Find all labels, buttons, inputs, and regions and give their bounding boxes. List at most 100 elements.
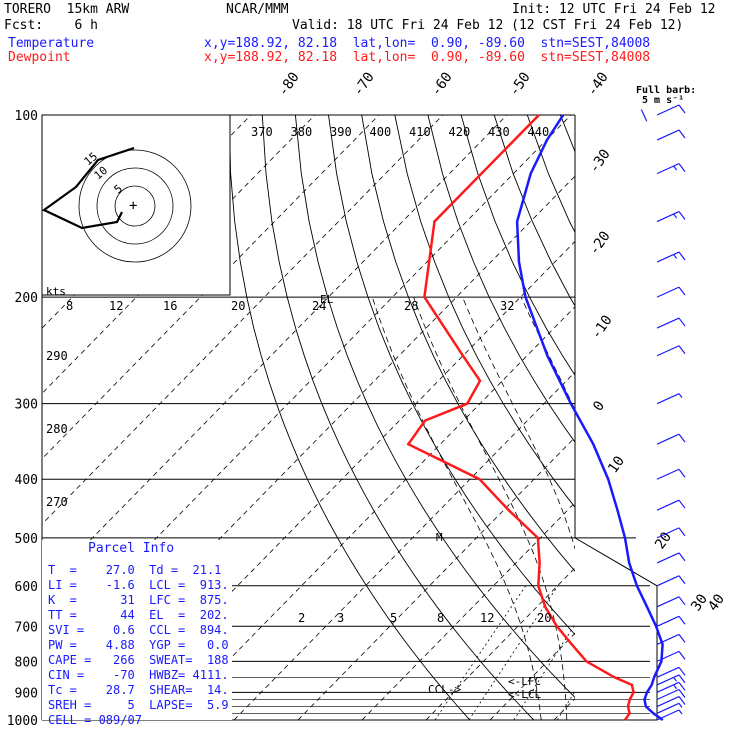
dry-adiabat-line xyxy=(526,115,575,234)
theta-label: 380 xyxy=(291,125,313,139)
barb-staff xyxy=(656,695,680,708)
isotherm-label: -60 xyxy=(428,69,456,99)
barb-full-flag xyxy=(678,634,686,643)
level-marker-lcl: <-LCL xyxy=(508,688,541,701)
isotherm-label: 0 xyxy=(590,398,608,414)
temperature-legend: Temperature xyxy=(8,36,95,51)
parcel-info-row: K = 31 LFC = 875. xyxy=(48,593,229,607)
parcel-info-row: CELL = 089/07 xyxy=(48,713,142,727)
theta-label-lower: 270 xyxy=(46,495,68,509)
isotherm-label: -50 xyxy=(506,69,534,99)
barb-staff xyxy=(656,210,680,223)
barb-staff xyxy=(656,251,680,263)
hodograph-speed-label: 8 xyxy=(66,299,73,313)
hodograph-speed-label: 12 xyxy=(109,299,123,313)
isotherm-line xyxy=(553,697,575,720)
full-barb-legend: Full barb: xyxy=(636,85,697,96)
moist-adiabat-line xyxy=(669,297,703,720)
wind-barb xyxy=(656,650,686,662)
wind-barb xyxy=(656,596,686,608)
barb-staff xyxy=(656,317,680,329)
dry-adiabat-line xyxy=(559,115,575,153)
theta-label: 410 xyxy=(409,125,431,139)
barb-staff xyxy=(656,527,680,539)
isotherm-label: 30 xyxy=(688,591,711,614)
wind-barb xyxy=(656,251,686,263)
isotherm-line xyxy=(361,502,575,720)
barb-full-flag xyxy=(678,211,686,220)
mixing-ratio-label: 5 xyxy=(390,611,397,625)
theta-label: 390 xyxy=(330,125,352,139)
wind-barb xyxy=(656,163,686,175)
isotherm-label: -10 xyxy=(588,312,616,342)
isotherm-label: -20 xyxy=(586,228,614,258)
barb-staff xyxy=(656,702,680,714)
pressure-tick-label: 100 xyxy=(15,109,38,124)
pressure-tick-label: 800 xyxy=(15,655,38,670)
wind-barb xyxy=(656,433,686,445)
pressure-tick-label: 300 xyxy=(15,398,38,413)
hodograph-ring xyxy=(114,185,156,227)
moist-adiabat-line xyxy=(695,297,740,720)
pressure-tick-label: 1000 xyxy=(7,714,38,729)
wind-barb xyxy=(656,666,686,678)
barb-full-flag xyxy=(678,615,686,625)
level-marker-el: EL xyxy=(320,293,334,306)
barb-full-flag xyxy=(678,696,686,705)
barb-full-flag xyxy=(678,129,686,139)
barb-full-flag xyxy=(678,251,686,261)
wind-barb xyxy=(656,345,686,357)
barb-full-flag xyxy=(678,317,686,327)
barb-staff xyxy=(656,688,680,701)
isotherm-line xyxy=(618,115,740,720)
wind-barb xyxy=(656,688,686,701)
theta-label: 430 xyxy=(488,125,510,139)
wind-barb xyxy=(656,468,686,480)
isotherm-label: -40 xyxy=(584,69,612,99)
barb-staff xyxy=(656,104,680,116)
dry-adiabat-line xyxy=(261,115,535,720)
parcel-info-row: PW = 4.88 YGP = 0.0 xyxy=(48,638,229,652)
barb-staff xyxy=(656,129,680,141)
barb-half-flag xyxy=(673,684,678,690)
parcel-info-background xyxy=(42,540,232,720)
isotherm-line xyxy=(42,175,575,720)
dry-adiabat-line xyxy=(394,115,575,508)
barb-staff xyxy=(656,681,680,693)
wind-barb xyxy=(656,393,683,405)
wind-barb xyxy=(656,681,686,693)
isotherm-line xyxy=(169,306,575,720)
pressure-tick-label: 500 xyxy=(15,532,38,547)
barb-full-flag xyxy=(678,689,686,698)
mixing-ratio-line xyxy=(513,623,575,720)
profile-curves xyxy=(406,114,664,722)
barb-half-flag xyxy=(678,702,683,708)
theta-label-lower: 280 xyxy=(46,422,68,436)
dry-adiabat-line xyxy=(294,115,575,699)
barb-staff xyxy=(656,468,680,480)
wind-barb xyxy=(656,499,686,511)
valid-time: Valid: 18 UTC Fri 24 Feb 12 (12 CST Fri … xyxy=(292,18,684,33)
hodograph-frame xyxy=(41,114,231,296)
wind-barb xyxy=(656,104,686,116)
moist-adiabat-line xyxy=(591,297,660,720)
barb-half-flag xyxy=(673,165,678,171)
temperature-line xyxy=(515,114,664,722)
wind-barb xyxy=(656,575,686,587)
theta-label: 400 xyxy=(370,125,392,139)
barb-full-flag xyxy=(678,651,686,660)
barb-top-mark: \ xyxy=(640,108,648,124)
pressure-tick-label: 900 xyxy=(15,686,38,701)
level-marker-lfc: <-LFC xyxy=(508,675,541,688)
barb-full-flag xyxy=(678,666,686,676)
hodograph-trace xyxy=(41,146,135,230)
barb-staff xyxy=(656,345,680,357)
parcel-info-row: SREH = 5 LAPSE= 5.9 xyxy=(48,698,229,712)
pressure-tick-label: 600 xyxy=(15,580,38,595)
barb-staff xyxy=(656,666,680,678)
barb-full-flag xyxy=(678,499,686,509)
wind-barb xyxy=(656,286,686,298)
